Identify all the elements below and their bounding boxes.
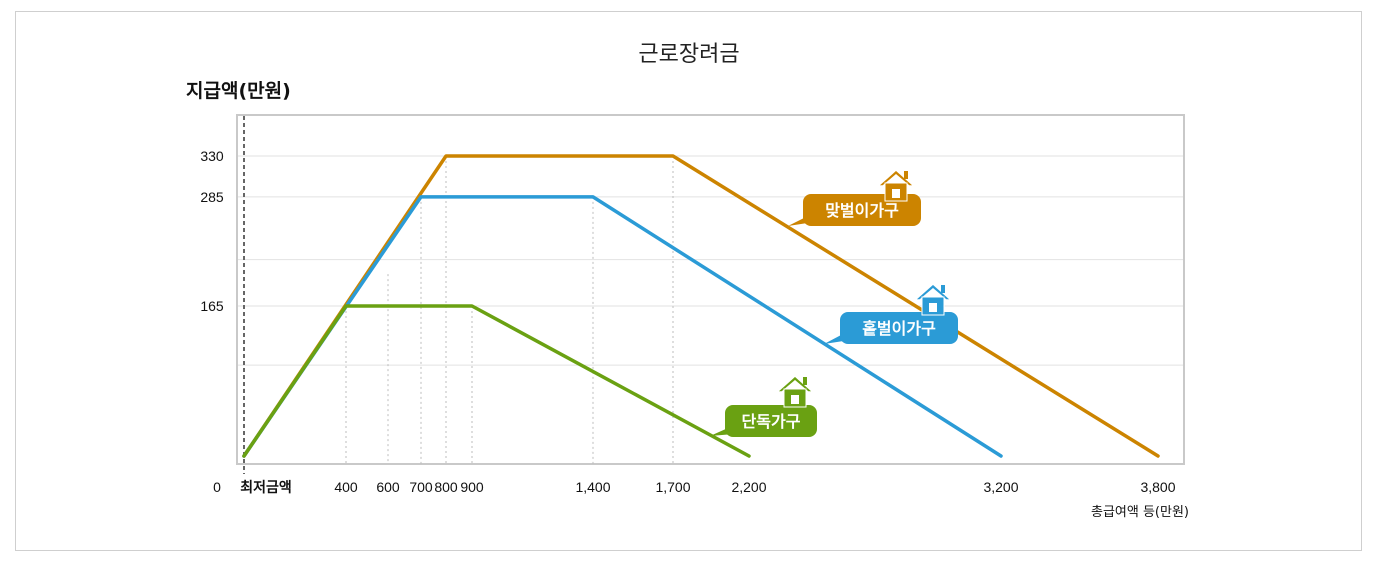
legend-badge-단독가구: 단독가구: [710, 374, 817, 437]
badge-box: [803, 194, 921, 226]
legend-badge-홑벌이가구: 홑벌이가구: [824, 282, 958, 344]
x-tick-label: 800: [434, 479, 458, 495]
x-tick-label: 900: [460, 479, 484, 495]
x-tick-labels: 400 600 700 800 900 1,400 1,700 2,200 3,200 3,800: [334, 479, 1175, 495]
x-tick-label: 1,400: [575, 479, 610, 495]
x-tick-label: 700: [409, 479, 433, 495]
badge-box: [840, 312, 958, 344]
house-icon: [775, 374, 815, 408]
x-axis-label: 총급여액 등(만원): [1091, 505, 1189, 520]
house-icon: [913, 282, 953, 316]
plot-area: [236, 114, 1185, 465]
grid: [238, 116, 1183, 474]
x-tick-label: 3,200: [983, 479, 1018, 495]
y-tick-label: 330: [200, 148, 224, 164]
badge-label: 홑벌이가구: [862, 319, 936, 338]
min-wage-label: 최저금액: [240, 479, 292, 495]
badge-label: 맞벌이가구: [825, 201, 899, 220]
y-axis-label: 지급액(만원): [186, 80, 291, 102]
chart-frame: 근로장려금 지급액(만원) 400 600 700 800 900 1,400 1,700 2…: [15, 11, 1362, 551]
legend-badge-맞벌이가구: 맞벌이가구: [788, 168, 921, 226]
x-tick-label: 3,800: [1140, 479, 1175, 495]
x-tick-label: 600: [376, 479, 400, 495]
chart-svg: 근로장려금 지급액(만원) 400 600 700 800 900 1,400 1,700 2…: [186, 42, 1189, 520]
x-tick-label: 2,200: [731, 479, 766, 495]
origin-label: 0: [213, 479, 221, 495]
chart-title: 근로장려금: [638, 42, 739, 67]
series-lines: [242, 154, 1160, 458]
x-tick-label: 1,700: [655, 479, 690, 495]
badge-label: 단독가구: [742, 412, 801, 431]
x-tick-label: 400: [334, 479, 358, 495]
house-icon: [876, 168, 916, 202]
y-tick-label: 285: [200, 189, 224, 205]
y-tick-labels: 165 285 330: [200, 148, 224, 314]
badge-box: [725, 405, 817, 437]
series-line-단독가구: [242, 304, 751, 458]
y-tick-label: 165: [200, 298, 224, 314]
